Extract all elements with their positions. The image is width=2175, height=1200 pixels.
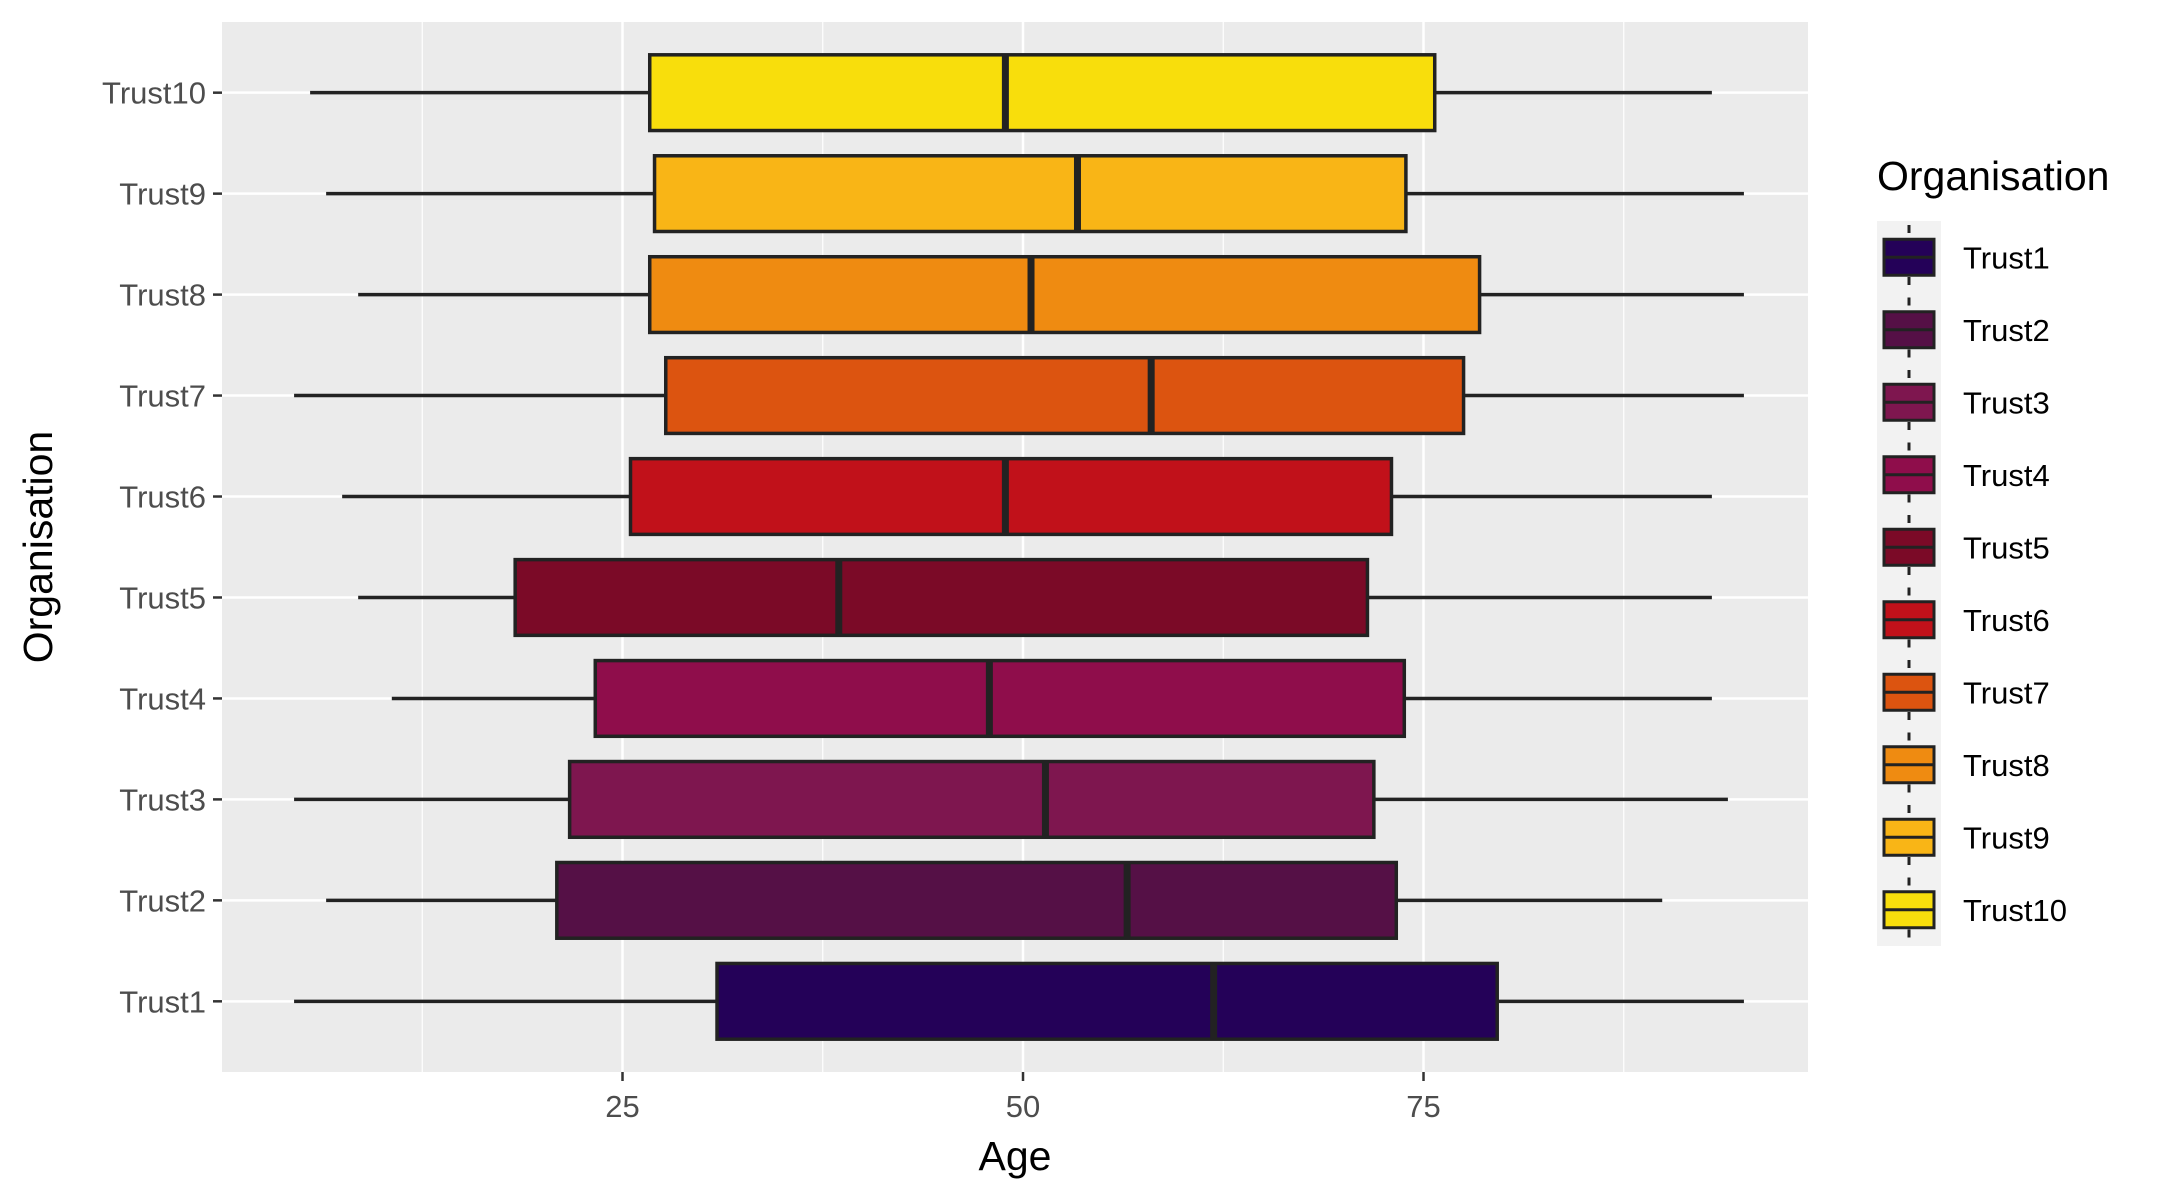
y-tick-label: Trust3: [119, 782, 206, 817]
box-trust2: [326, 860, 1663, 940]
legend-item-trust5: Trust5: [1882, 515, 2050, 580]
legend-title: Organisation: [1877, 153, 2109, 199]
box-trust9: [326, 154, 1744, 234]
legend-item-trust8: Trust8: [1882, 732, 2050, 797]
legend-label: Trust4: [1963, 458, 2050, 493]
legend-item-trust4: Trust4: [1882, 442, 2050, 507]
y-tick-label: Trust2: [119, 883, 206, 918]
legend-item-trust7: Trust7: [1882, 660, 2050, 725]
iqr-box: [647, 53, 1437, 133]
y-tick-label: Trust9: [119, 177, 206, 212]
iqr-box: [647, 254, 1482, 335]
iqr-box: [567, 759, 1376, 840]
legend-label: Trust10: [1963, 893, 2067, 928]
legend-item-trust10: Trust10: [1882, 877, 2067, 942]
x-axis-title: Age: [979, 1133, 1052, 1179]
legend-item-trust6: Trust6: [1882, 587, 2050, 652]
y-tick-label: Trust6: [119, 480, 206, 515]
y-tick-label: Trust1: [119, 984, 206, 1019]
legend-label: Trust9: [1963, 820, 2050, 855]
y-tick-label: Trust7: [119, 379, 206, 414]
legend: Organisation Trust1 Trust2 Trust3 Trust4 Tru…: [1877, 153, 2109, 946]
legend-item-trust2: Trust2: [1882, 297, 2050, 362]
y-tick-label: Trust8: [119, 278, 206, 313]
legend-item-trust3: Trust3: [1882, 370, 2050, 435]
iqr-box: [513, 557, 1370, 638]
box-trust6: [342, 456, 1712, 537]
x-axis: 25 50 75: [605, 1072, 1441, 1124]
y-tick-label: Trust10: [102, 76, 206, 111]
box-trust4: [391, 658, 1712, 739]
iqr-box: [628, 456, 1394, 537]
iqr-box: [715, 961, 1499, 1041]
boxes: [294, 53, 1744, 1041]
box-trust3: [294, 759, 1728, 840]
y-axis: Trust1 Trust2 Trust3 Trust4 Trust5 Trust6 Trus…: [102, 76, 222, 1019]
iqr-box: [664, 355, 1466, 436]
iqr-box: [652, 154, 1408, 234]
box-trust1: [294, 961, 1744, 1041]
legend-label: Trust1: [1963, 240, 2050, 275]
legend-label: Trust3: [1963, 385, 2050, 420]
box-trust10: [310, 53, 1712, 133]
iqr-box: [593, 658, 1407, 739]
legend-label: Trust8: [1963, 748, 2050, 783]
x-tick-label: 25: [605, 1089, 639, 1124]
x-tick-label: 75: [1406, 1089, 1440, 1124]
iqr-box: [555, 860, 1399, 940]
legend-label: Trust5: [1963, 530, 2050, 565]
legend-label: Trust2: [1963, 313, 2050, 348]
y-tick-label: Trust4: [119, 681, 206, 716]
y-tick-label: Trust5: [119, 580, 206, 615]
legend-label: Trust7: [1963, 675, 2050, 710]
box-trust8: [358, 254, 1744, 335]
legend-item-trust1: Trust1: [1882, 225, 2050, 290]
y-axis-title: Organisation: [15, 431, 61, 663]
legend-item-trust9: Trust9: [1882, 805, 2050, 870]
legend-label: Trust6: [1963, 603, 2050, 638]
box-trust5: [358, 557, 1712, 638]
box-trust7: [294, 355, 1744, 436]
x-tick-label: 50: [1006, 1089, 1040, 1124]
